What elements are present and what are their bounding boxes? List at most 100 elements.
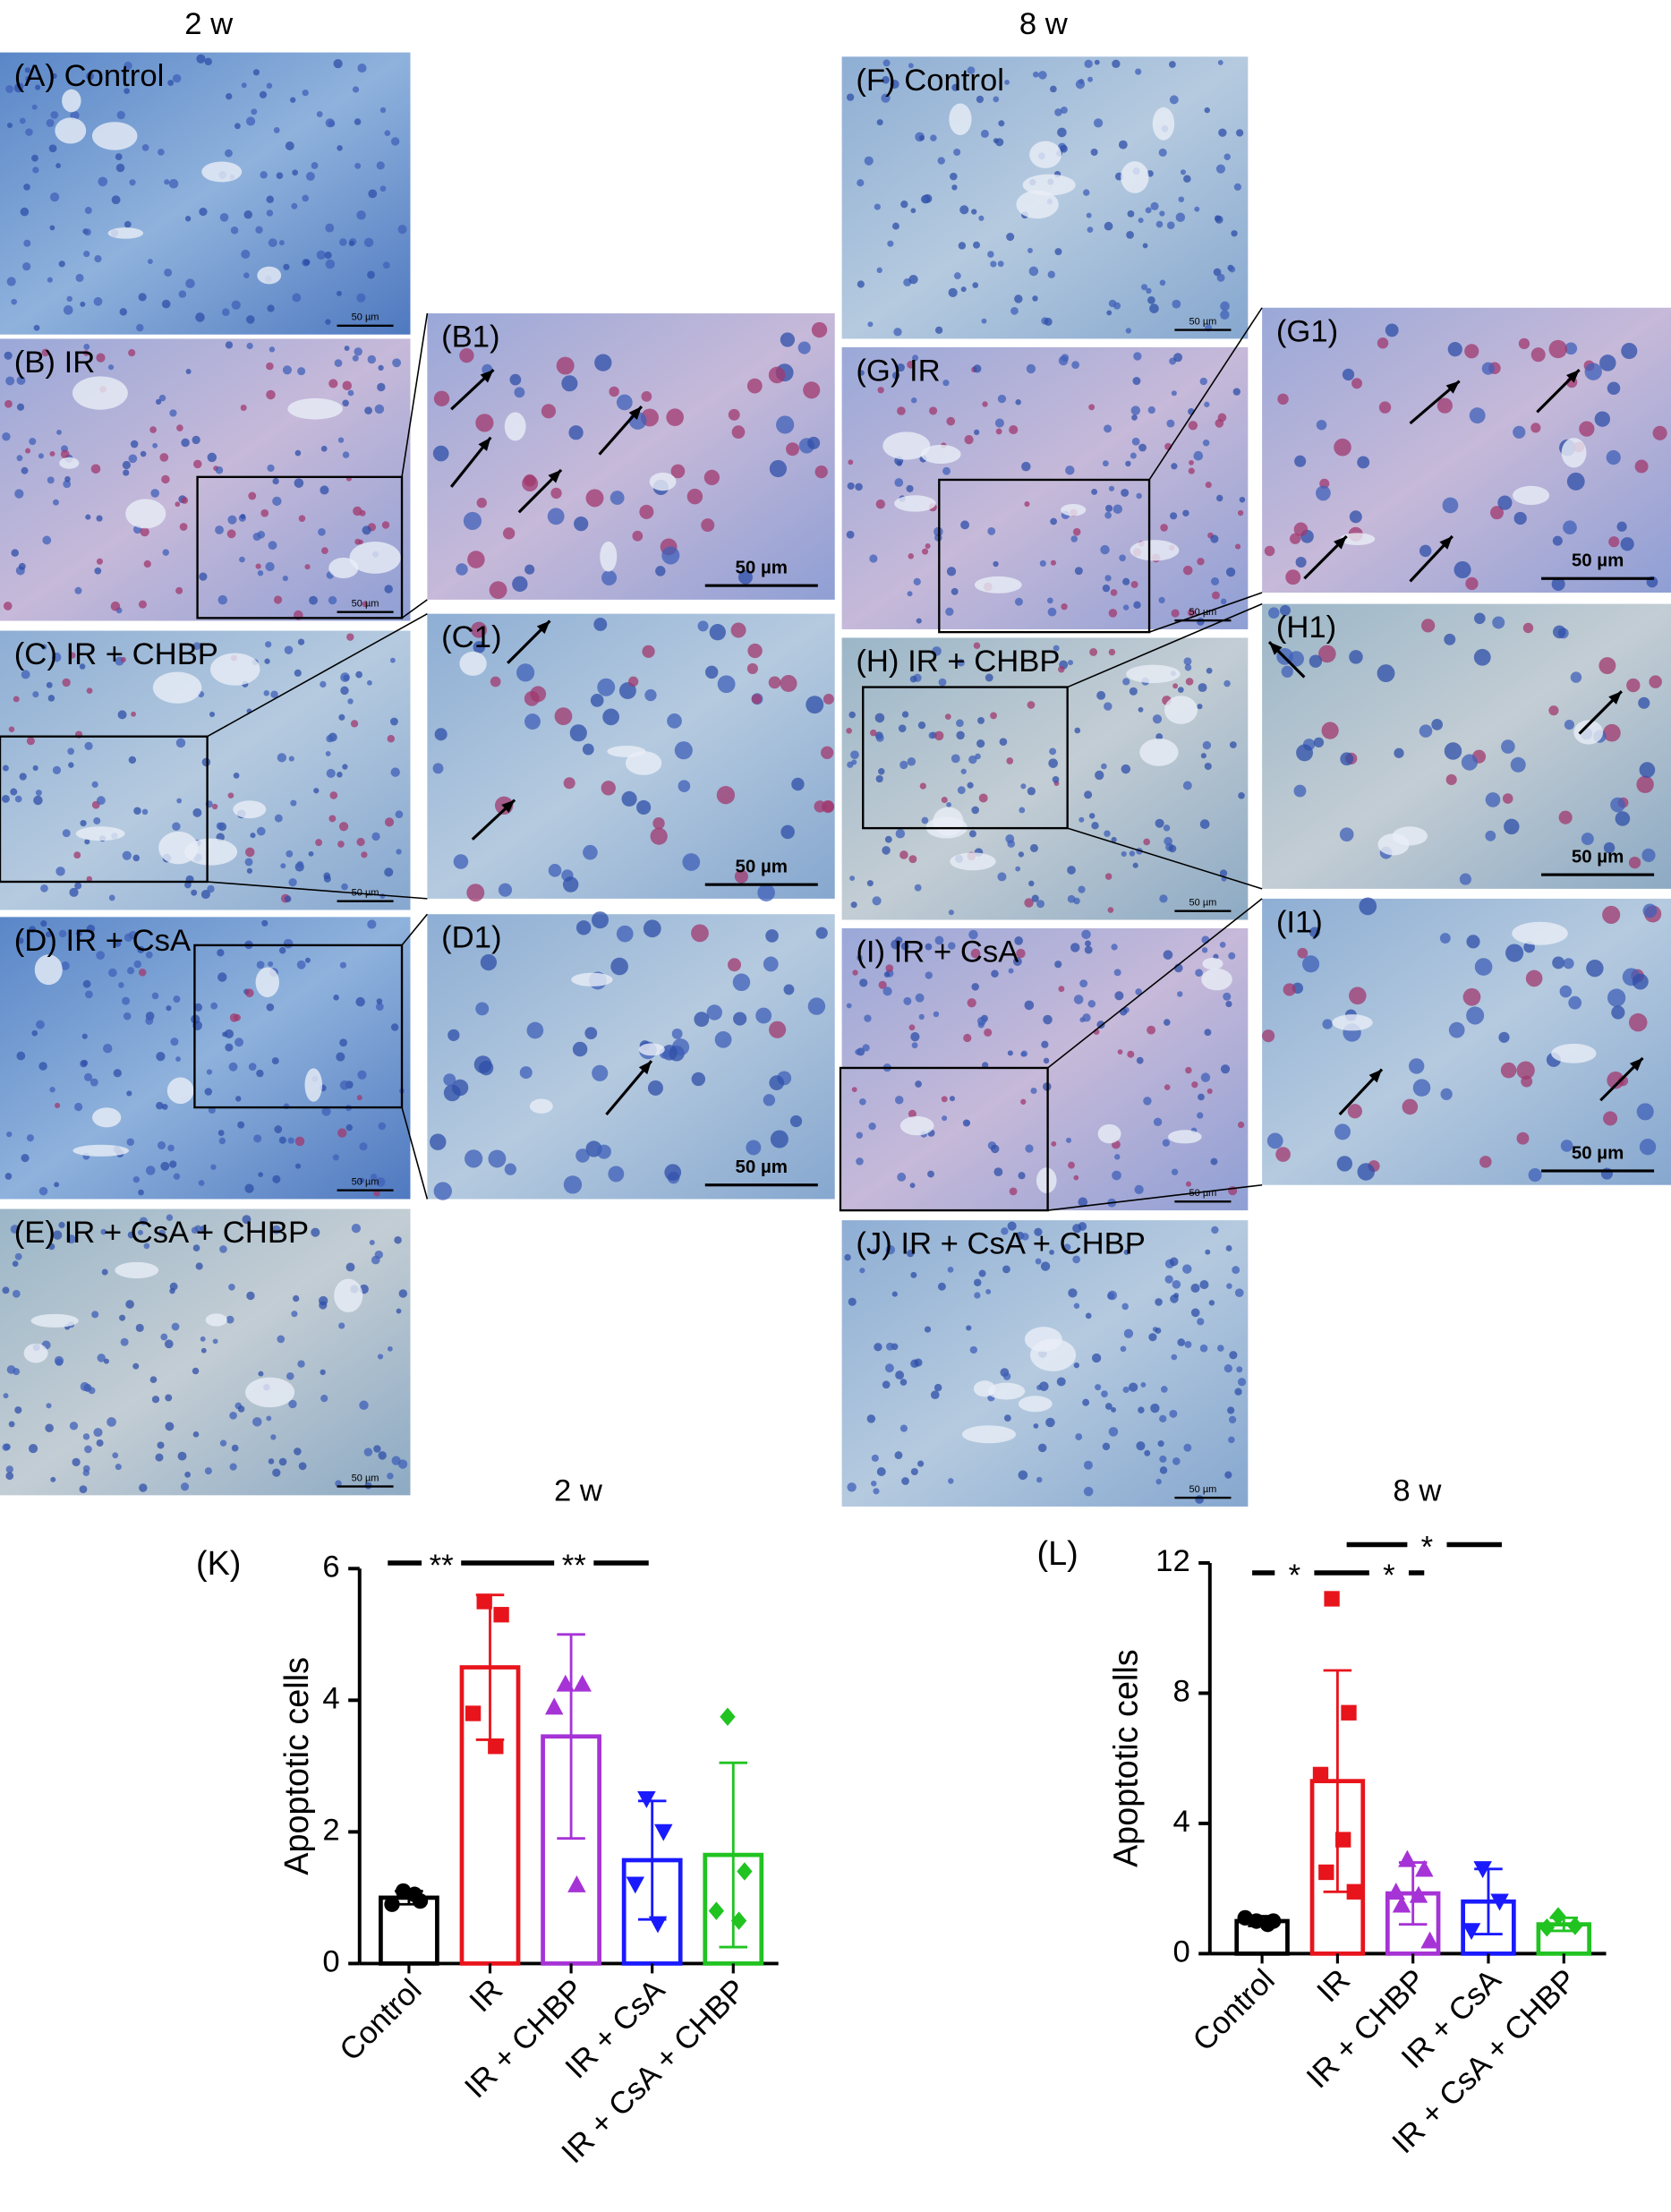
nucleus xyxy=(377,1354,384,1360)
nucleus xyxy=(1108,609,1118,618)
nucleus xyxy=(906,1249,915,1258)
nucleus xyxy=(1127,1050,1135,1058)
nucleus xyxy=(997,872,1007,882)
nucleus xyxy=(1632,973,1649,990)
nucleus xyxy=(1195,969,1203,977)
nucleus xyxy=(504,1163,516,1175)
nucleus xyxy=(136,323,144,332)
nucleus xyxy=(339,238,347,246)
nucleus xyxy=(55,163,61,168)
nucleus xyxy=(895,1096,904,1105)
nucleus xyxy=(316,111,323,117)
nucleus xyxy=(1377,337,1389,349)
nucleus xyxy=(916,618,922,624)
nucleus xyxy=(50,1476,56,1482)
lumen xyxy=(1036,1167,1057,1194)
nucleus xyxy=(36,1020,45,1029)
lumen xyxy=(255,967,279,998)
nucleus xyxy=(1294,455,1307,467)
nucleus xyxy=(993,96,1000,103)
nucleus xyxy=(569,724,587,742)
nucleus xyxy=(1006,757,1014,764)
nucleus xyxy=(1075,79,1086,90)
lumen xyxy=(459,651,487,676)
zoom-connector xyxy=(401,599,428,619)
nucleus xyxy=(893,328,902,337)
nucleus xyxy=(297,638,305,645)
nucleus xyxy=(1500,1062,1517,1079)
nucleus xyxy=(2,432,11,441)
nucleus xyxy=(93,1428,103,1438)
nucleus xyxy=(1570,671,1582,683)
nucleus xyxy=(1025,1144,1034,1153)
nucleus xyxy=(1159,1466,1168,1474)
nucleus xyxy=(924,1326,932,1333)
nucleus xyxy=(1171,390,1177,397)
nucleus xyxy=(643,919,661,938)
nucleus xyxy=(3,1393,9,1399)
nucleus xyxy=(968,755,977,764)
nucleus xyxy=(138,1189,144,1196)
nucleus xyxy=(1180,169,1186,175)
nucleus xyxy=(1079,979,1088,988)
nucleus xyxy=(884,835,892,843)
y-tick-label: 8 xyxy=(1172,1675,1189,1709)
nucleus xyxy=(948,1478,954,1484)
nucleus xyxy=(84,1445,92,1454)
nucleus xyxy=(1216,273,1225,282)
nucleus xyxy=(881,93,891,103)
nucleus xyxy=(80,1060,88,1068)
nucleus xyxy=(666,408,684,426)
nucleus xyxy=(173,995,181,1004)
nucleus xyxy=(891,222,899,230)
nucleus xyxy=(1138,706,1144,713)
x-tick-label: IR xyxy=(464,1973,509,2019)
nucleus xyxy=(237,1121,245,1129)
nucleus xyxy=(1197,1318,1205,1326)
nucleus xyxy=(1197,1112,1204,1119)
nucleus xyxy=(320,445,328,452)
nucleus xyxy=(66,295,73,303)
nucleus xyxy=(751,694,763,705)
micrograph-image xyxy=(427,313,835,600)
nucleus xyxy=(1530,347,1546,363)
nucleus xyxy=(1054,248,1062,256)
nucleus xyxy=(226,1315,234,1324)
nucleus xyxy=(6,122,13,129)
data-point xyxy=(384,1896,400,1912)
nucleus xyxy=(1171,1354,1178,1361)
nucleus xyxy=(145,951,153,959)
nucleus xyxy=(1231,230,1238,237)
nucleus xyxy=(1485,830,1496,841)
y-tick-label: 4 xyxy=(322,1681,339,1715)
nucleus xyxy=(909,675,917,683)
nucleus xyxy=(278,1457,287,1466)
nucleus xyxy=(465,1149,483,1168)
nucleus xyxy=(12,1289,21,1298)
scale-label: 50 µm xyxy=(736,558,788,578)
nucleus xyxy=(1164,836,1172,846)
nucleus xyxy=(20,207,30,217)
nucleus xyxy=(367,919,377,929)
nucleus xyxy=(550,487,562,500)
nucleus xyxy=(430,1133,447,1150)
annotation-bg xyxy=(1407,1530,1447,1559)
nucleus xyxy=(374,404,385,414)
nucleus xyxy=(251,108,258,115)
nucleus xyxy=(862,1044,870,1052)
nucleus xyxy=(917,1460,925,1467)
nucleus xyxy=(229,1411,237,1420)
lumen xyxy=(638,1043,665,1056)
nucleus xyxy=(985,673,993,682)
nucleus xyxy=(96,1439,104,1447)
nucleus xyxy=(204,1467,212,1475)
nucleus xyxy=(1183,1443,1192,1452)
lumen xyxy=(334,1278,363,1312)
nucleus xyxy=(519,1066,533,1080)
nucleus xyxy=(72,1457,81,1466)
nucleus xyxy=(1615,811,1631,826)
nucleus xyxy=(671,1028,683,1039)
nucleus xyxy=(883,971,891,978)
nucleus xyxy=(1402,1098,1419,1115)
x-tick-label: IR xyxy=(1311,1963,1357,2009)
